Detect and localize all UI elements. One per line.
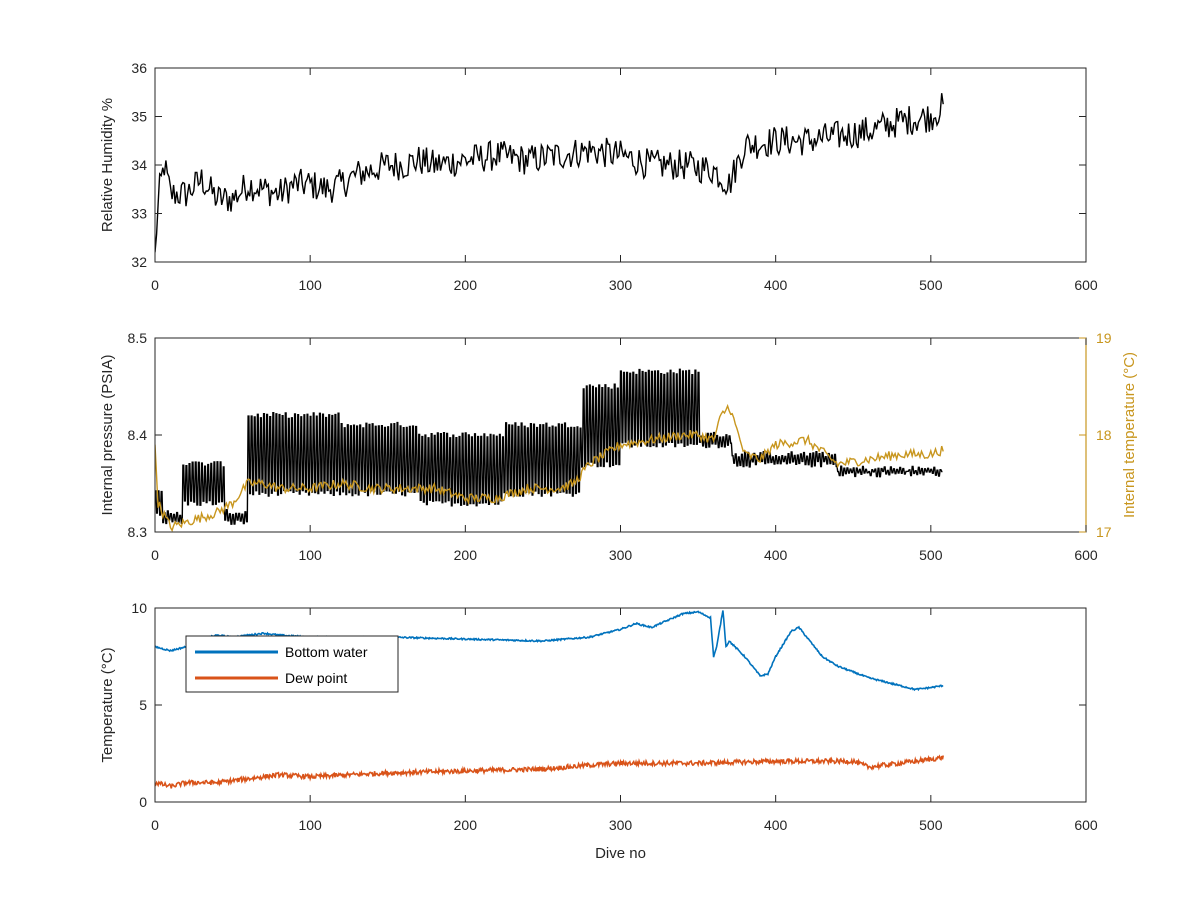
x-tick-label: 400	[764, 547, 788, 563]
y2-tick-label: 17	[1096, 524, 1112, 540]
plot-area	[155, 368, 944, 532]
x-tick-label: 400	[764, 277, 788, 293]
y-tick-label: 5	[139, 697, 147, 713]
x-axis-label: Dive no	[595, 845, 646, 862]
series-0-line	[155, 93, 944, 253]
pressure-temperature-panel: 0 100 200 300 400 500 600 8.3 8.4 8.5 17 18 19 Intern…	[99, 330, 1138, 563]
x-tick-label: 600	[1074, 277, 1098, 293]
y-tick-label: 8.4	[128, 427, 148, 443]
series-0-line	[155, 368, 943, 525]
x-tick-label: 0	[151, 817, 159, 833]
x-tick-label: 100	[298, 547, 322, 563]
x-tick-label: 200	[454, 547, 478, 563]
y-tick-label: 10	[131, 600, 147, 616]
legend: Bottom water Dew point	[185, 635, 399, 693]
legend-label: Dew point	[285, 670, 347, 686]
legend-label: Bottom water	[285, 644, 368, 660]
x-tick-label: 100	[298, 277, 322, 293]
x-tick-label: 400	[764, 817, 788, 833]
x-tick-label: 200	[454, 817, 478, 833]
y-tick-label: 34	[131, 157, 147, 173]
x-tick-label: 300	[609, 547, 633, 563]
x-tick-label: 0	[151, 547, 159, 563]
y-axis-label: Relative Humidity %	[99, 98, 116, 232]
y2-tick-label: 18	[1096, 427, 1112, 443]
x-tick-label: 100	[298, 817, 322, 833]
humidity-panel: 0 100 200 300 400 500 600 32 33 34 35 36 Relative Hu…	[99, 60, 1098, 293]
y2-tick-label: 19	[1096, 330, 1112, 346]
temperature-panel: 0 100 200 300 400 500 600 0 5 10 Temperature (°C) D…	[99, 600, 1098, 862]
x-tick-label: 300	[609, 277, 633, 293]
y-tick-label: 33	[131, 206, 147, 222]
x-tick-label: 600	[1074, 547, 1098, 563]
x-tick-label: 600	[1074, 817, 1098, 833]
x-tick-label: 300	[609, 817, 633, 833]
y-axis-label: Temperature (°C)	[99, 647, 116, 762]
y-tick-label: 8.5	[128, 330, 148, 346]
legend-box	[185, 635, 399, 693]
x-tick-label: 0	[151, 277, 159, 293]
y-axis-label: Internal pressure (PSIA)	[99, 355, 116, 516]
y-tick-label: 0	[139, 794, 147, 810]
x-tick-label: 500	[919, 817, 943, 833]
x-tick-label: 200	[454, 277, 478, 293]
y2-axis-label: Internal temperature (°C)	[1121, 352, 1138, 518]
dew-point-line	[155, 754, 944, 789]
y-tick-label: 35	[131, 109, 147, 125]
x-tick-label: 500	[919, 547, 943, 563]
x-tick-label: 500	[919, 277, 943, 293]
y-tick-label: 8.3	[128, 524, 148, 540]
y-tick-label: 32	[131, 254, 147, 270]
y-tick-label: 36	[131, 60, 147, 76]
plot-area	[155, 93, 944, 253]
series-1-line	[155, 403, 944, 532]
